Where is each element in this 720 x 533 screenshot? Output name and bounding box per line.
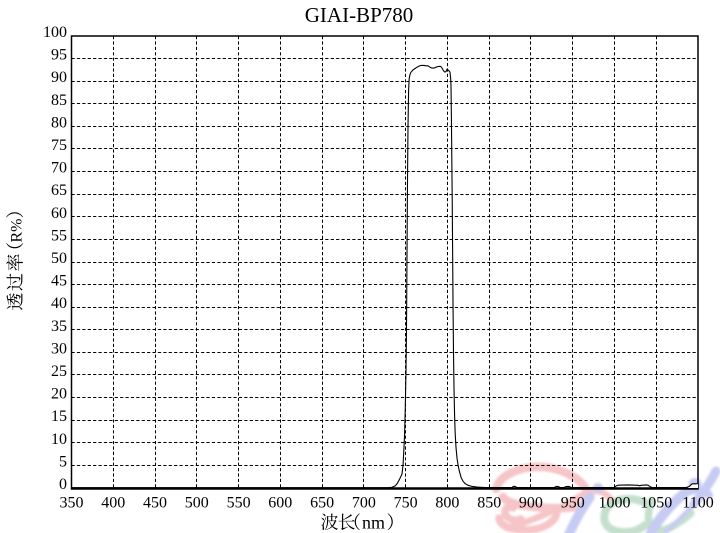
- svg-text:100: 100: [43, 24, 67, 41]
- svg-text:1100: 1100: [682, 495, 713, 512]
- svg-text:35: 35: [51, 318, 67, 335]
- svg-text:10: 10: [51, 431, 67, 448]
- svg-text:600: 600: [268, 495, 292, 512]
- svg-text:0: 0: [59, 476, 67, 493]
- svg-text:5: 5: [59, 453, 67, 470]
- svg-text:nm: nm: [362, 513, 385, 533]
- svg-text:75: 75: [51, 137, 67, 154]
- svg-text:800: 800: [435, 495, 459, 512]
- svg-text:55: 55: [51, 227, 67, 244]
- svg-text:40: 40: [51, 295, 67, 312]
- svg-text:1000: 1000: [599, 495, 631, 512]
- svg-text:500: 500: [185, 495, 209, 512]
- svg-text:550: 550: [227, 495, 251, 512]
- svg-text:350: 350: [60, 495, 84, 512]
- svg-text:60: 60: [51, 205, 67, 222]
- svg-text:650: 650: [310, 495, 334, 512]
- svg-text:15: 15: [51, 408, 67, 425]
- svg-text:450: 450: [143, 495, 167, 512]
- svg-text:85: 85: [51, 92, 67, 109]
- svg-text:GIAI-BP780: GIAI-BP780: [305, 3, 414, 27]
- svg-text:95: 95: [51, 47, 67, 64]
- svg-text:90: 90: [51, 69, 67, 86]
- svg-text:50: 50: [51, 250, 67, 267]
- svg-text:400: 400: [101, 495, 125, 512]
- svg-text:20: 20: [51, 386, 67, 403]
- svg-text:950: 950: [561, 495, 585, 512]
- svg-text:700: 700: [352, 495, 376, 512]
- svg-text:70: 70: [51, 160, 67, 177]
- svg-text:R%: R%: [9, 219, 26, 243]
- svg-text:750: 750: [394, 495, 418, 512]
- svg-text:45: 45: [51, 273, 67, 290]
- svg-text:65: 65: [51, 182, 67, 199]
- svg-text:1050: 1050: [640, 495, 672, 512]
- svg-text:900: 900: [519, 495, 543, 512]
- svg-text:30: 30: [51, 340, 67, 357]
- svg-text:850: 850: [477, 495, 501, 512]
- svg-text:80: 80: [51, 114, 67, 131]
- svg-text:25: 25: [51, 363, 67, 380]
